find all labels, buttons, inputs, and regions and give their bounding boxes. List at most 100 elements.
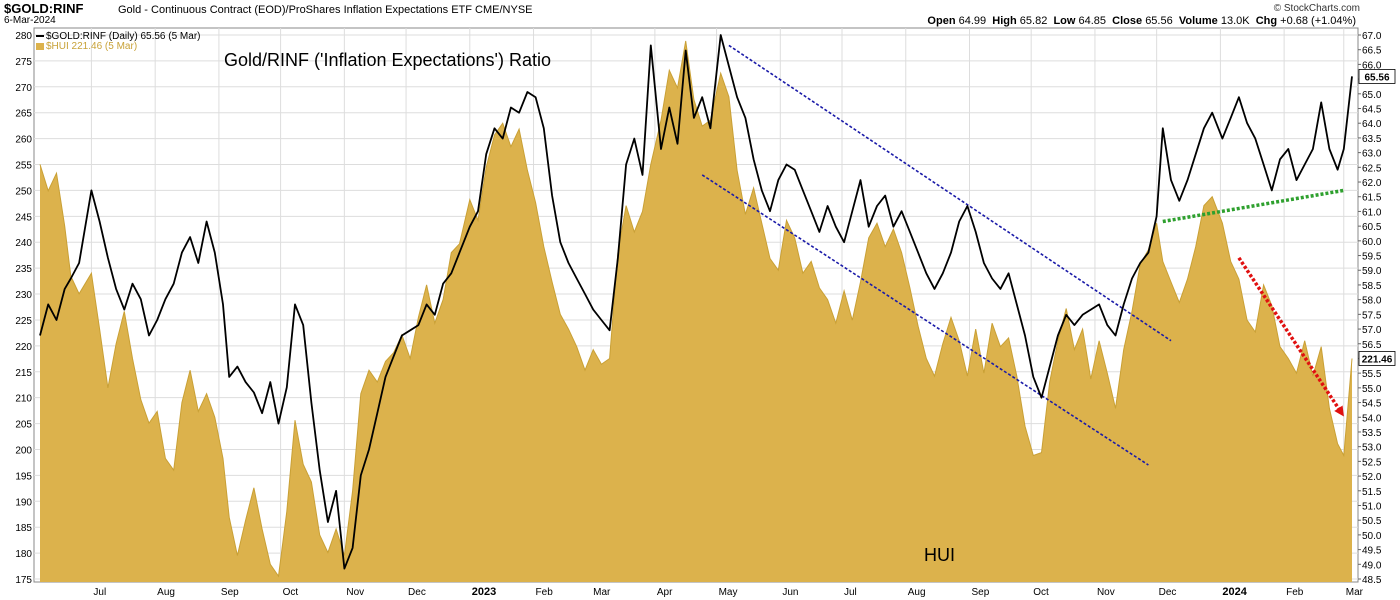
channel-upper bbox=[728, 44, 1172, 342]
symbol-description: Gold - Continuous Contract (EOD)/ProShar… bbox=[118, 4, 533, 16]
ratio-line-path bbox=[39, 34, 1353, 570]
left-tick-label: 235 bbox=[15, 264, 32, 275]
open-value: 64.99 bbox=[958, 15, 987, 27]
legend-hui: $HUI 221.46 (5 Mar) bbox=[36, 41, 137, 52]
x-tick-label: Feb bbox=[536, 587, 554, 598]
right-tick-label: 52.0 bbox=[1362, 472, 1382, 483]
x-tick-label: Mar bbox=[593, 587, 611, 598]
right-tick-label: 57.5 bbox=[1362, 310, 1382, 321]
left-tick-label: 265 bbox=[15, 109, 32, 120]
left-tick-label: 225 bbox=[15, 316, 32, 327]
low-label: Low bbox=[1053, 15, 1076, 27]
ratio-last-badge-text: 65.56 bbox=[1364, 72, 1389, 83]
right-tick-label: 57.0 bbox=[1362, 325, 1382, 336]
left-tick-label: 180 bbox=[15, 549, 32, 560]
left-tick-label: 275 bbox=[15, 57, 32, 68]
x-tick-label: Oct bbox=[1033, 587, 1049, 598]
left-tick-label: 240 bbox=[15, 238, 32, 249]
hui-last-badge-text: 221.46 bbox=[1362, 354, 1393, 365]
x-tick-label: Apr bbox=[657, 587, 673, 598]
right-tick-label: 67.0 bbox=[1362, 31, 1382, 42]
hui-area-fill bbox=[40, 40, 1352, 582]
right-tick-label: 58.0 bbox=[1362, 296, 1382, 307]
left-tick-label: 205 bbox=[15, 420, 32, 431]
legend-hui-swatch bbox=[36, 42, 44, 50]
right-tick-label: 55.5 bbox=[1362, 369, 1382, 380]
right-tick-label: 63.0 bbox=[1362, 149, 1382, 160]
right-tick-label: 59.5 bbox=[1362, 252, 1382, 263]
hui-last-badge: 221.46 bbox=[1358, 351, 1396, 366]
legend-hui-text: $HUI 221.46 (5 Mar) bbox=[46, 41, 138, 52]
x-tick-label: Mar bbox=[1346, 587, 1364, 598]
x-tick-label: Sep bbox=[972, 587, 990, 598]
ratio-last-badge-box bbox=[1358, 69, 1396, 84]
volume-label: Volume bbox=[1178, 15, 1218, 27]
credit-text: © StockCharts.com bbox=[1273, 3, 1360, 14]
ohlc-summary: Open 64.99 High 65.82 Low 64.85 Close 65… bbox=[927, 15, 1356, 27]
last-value-badges: 65.56 221.46 bbox=[1358, 69, 1396, 366]
hui-last-badge-box bbox=[1358, 351, 1396, 366]
x-tick-label: Aug bbox=[157, 587, 175, 598]
x-tick-label: May bbox=[719, 587, 738, 598]
ratio-line-series bbox=[39, 34, 1353, 570]
x-tick-label: Nov bbox=[346, 587, 364, 598]
right-tick-label: 53.0 bbox=[1362, 443, 1382, 454]
close-label: Close bbox=[1112, 15, 1143, 27]
chg-value: +0.68 (+1.04%) bbox=[1280, 15, 1356, 27]
right-tick-label: 66.0 bbox=[1362, 60, 1382, 71]
x-tick-label: Feb bbox=[1286, 587, 1304, 598]
symbol-title: $GOLD:RINF bbox=[4, 1, 84, 16]
right-tick-label: 60.5 bbox=[1362, 222, 1382, 233]
right-tick-label: 54.5 bbox=[1362, 399, 1382, 410]
x-tick-label: Jul bbox=[93, 587, 106, 598]
hui-annotation-label: HUI bbox=[924, 545, 955, 565]
legend-ratio: $GOLD:RINF (Daily) 65.56 (5 Mar) bbox=[36, 31, 200, 42]
right-tick-label: 62.0 bbox=[1362, 178, 1382, 189]
x-tick-label: Nov bbox=[1097, 587, 1115, 598]
left-tick-label: 280 bbox=[15, 31, 32, 42]
right-tick-label: 66.5 bbox=[1362, 46, 1382, 57]
right-tick-label: 51.5 bbox=[1362, 487, 1382, 498]
x-tick-label: Sep bbox=[221, 587, 239, 598]
high-value: 65.82 bbox=[1019, 15, 1048, 27]
open-label: Open bbox=[927, 15, 956, 27]
hui-area-series bbox=[39, 40, 1353, 582]
right-tick-label: 61.5 bbox=[1362, 193, 1382, 204]
right-tick-label: 56.5 bbox=[1362, 340, 1382, 351]
chg-label: Chg bbox=[1255, 15, 1278, 27]
chart-date: 6-Mar-2024 bbox=[4, 15, 56, 26]
left-tick-label: 270 bbox=[15, 83, 32, 94]
right-tick-label: 53.5 bbox=[1362, 428, 1382, 439]
hui-area-outline bbox=[39, 40, 1353, 578]
right-tick-label: 51.0 bbox=[1362, 501, 1382, 512]
left-tick-label: 175 bbox=[15, 575, 32, 586]
x-tick-label: Dec bbox=[408, 587, 426, 598]
x-tick-label: Aug bbox=[908, 587, 926, 598]
annotation-lines bbox=[701, 44, 1345, 466]
right-tick-label: 65.0 bbox=[1362, 90, 1382, 101]
channel-lower bbox=[701, 174, 1149, 466]
high-label: High bbox=[992, 15, 1017, 27]
x-tick-label: Oct bbox=[283, 587, 299, 598]
left-tick-label: 220 bbox=[15, 342, 32, 353]
x-tick-label: Jun bbox=[782, 587, 798, 598]
right-tick-label: 52.5 bbox=[1362, 457, 1382, 468]
left-tick-label: 200 bbox=[15, 445, 32, 456]
legend-ratio-swatch bbox=[36, 35, 44, 38]
right-tick-label: 64.0 bbox=[1362, 119, 1382, 130]
right-tick-label: 63.5 bbox=[1362, 134, 1382, 145]
right-tick-label: 64.5 bbox=[1362, 105, 1382, 116]
low-value: 64.85 bbox=[1078, 15, 1107, 27]
right-tick-label: 60.0 bbox=[1362, 237, 1382, 248]
right-tick-label: 59.0 bbox=[1362, 266, 1382, 277]
left-tick-label: 210 bbox=[15, 394, 32, 405]
left-tick-label: 195 bbox=[15, 471, 32, 482]
left-tick-label: 230 bbox=[15, 290, 32, 301]
right-tick-label: 49.0 bbox=[1362, 560, 1382, 571]
ratio-last-badge: 65.56 bbox=[1358, 69, 1396, 84]
right-tick-label: 62.5 bbox=[1362, 163, 1382, 174]
right-tick-label: 54.0 bbox=[1362, 413, 1382, 424]
right-tick-label: 48.5 bbox=[1362, 575, 1382, 586]
x-tick-label: Dec bbox=[1159, 587, 1177, 598]
